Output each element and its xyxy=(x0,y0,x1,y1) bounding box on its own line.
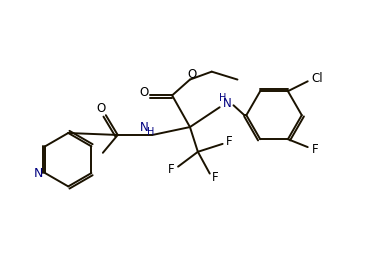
Text: F: F xyxy=(226,135,233,148)
Text: H: H xyxy=(147,127,154,137)
Text: O: O xyxy=(140,86,149,99)
Text: F: F xyxy=(312,143,319,156)
Text: F: F xyxy=(168,163,174,176)
Text: N: N xyxy=(140,121,149,134)
Text: N: N xyxy=(223,97,232,110)
Text: O: O xyxy=(187,68,197,81)
Text: N: N xyxy=(33,167,43,180)
Text: Cl: Cl xyxy=(312,72,324,85)
Text: H: H xyxy=(219,93,226,103)
Text: O: O xyxy=(96,102,105,115)
Text: F: F xyxy=(211,171,218,184)
